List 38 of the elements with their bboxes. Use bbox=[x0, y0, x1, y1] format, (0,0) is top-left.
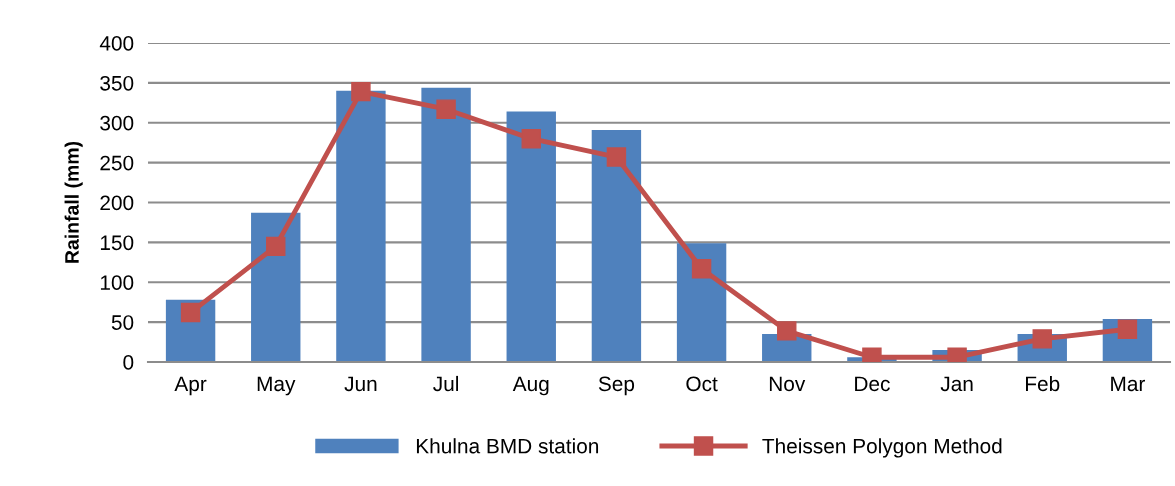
legend-label: Theissen Polygon Method bbox=[762, 438, 1002, 458]
y-tick-label: 350 bbox=[100, 75, 134, 91]
y-tick-label: 250 bbox=[100, 155, 134, 171]
x-tick-label: Apr bbox=[174, 376, 207, 396]
x-tick-label: Sep bbox=[598, 376, 635, 396]
y-tick-label: 200 bbox=[100, 195, 134, 211]
x-tick-label: Feb bbox=[1026, 375, 1060, 392]
bar bbox=[251, 212, 301, 362]
y-axis-title: Rainfall (mm) bbox=[64, 141, 83, 263]
bar bbox=[421, 87, 471, 362]
bar bbox=[506, 111, 556, 362]
point bbox=[777, 321, 797, 341]
y-tick-label: 300 bbox=[100, 115, 134, 131]
point bbox=[606, 147, 627, 167]
x-tick-label: May bbox=[257, 376, 296, 396]
x-tick-label: Dec bbox=[855, 376, 890, 392]
point bbox=[521, 128, 541, 149]
y-tick-label: 0 bbox=[123, 355, 134, 370]
x-tick-label: Mar bbox=[1111, 376, 1146, 392]
bar bbox=[676, 243, 727, 362]
x-tick-label: Aug bbox=[512, 376, 549, 396]
x-tick-label: Jul bbox=[433, 375, 459, 392]
point bbox=[180, 302, 201, 323]
x-tick-label: Nov bbox=[769, 376, 806, 392]
y-tick-label: 100 bbox=[100, 275, 134, 290]
point bbox=[266, 236, 286, 257]
point bbox=[691, 258, 712, 279]
y-tick-label: 50 bbox=[111, 315, 134, 330]
point bbox=[436, 99, 456, 119]
y-tick-label: 150 bbox=[100, 235, 134, 251]
bar bbox=[336, 90, 386, 362]
legend-label: Khulna BMD station bbox=[416, 438, 599, 454]
y-tick-label: 400 bbox=[99, 36, 134, 51]
bar bbox=[591, 129, 642, 362]
x-tick-label: Jan bbox=[940, 376, 973, 392]
x-tick-label: Jun bbox=[344, 376, 377, 392]
x-tick-label: Oct bbox=[686, 376, 718, 392]
point bbox=[351, 81, 371, 102]
